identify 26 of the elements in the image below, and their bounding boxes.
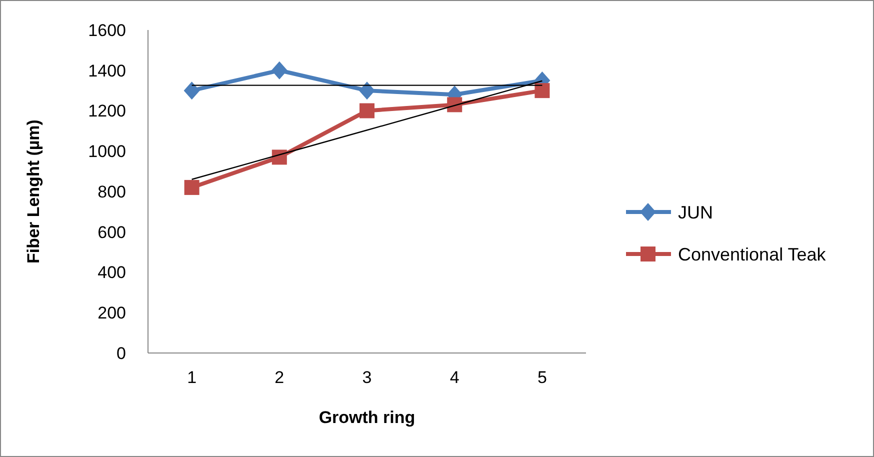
x-tick-label: 3 — [362, 368, 372, 387]
point — [534, 83, 550, 98]
x-tick-label: 2 — [274, 368, 284, 387]
legend-label: Conventional Teak — [678, 244, 827, 264]
x-tick-label: 1 — [187, 368, 197, 387]
point — [272, 150, 287, 165]
point — [447, 97, 462, 112]
y-tick-label: 0 — [116, 344, 126, 363]
y-tick-label: 400 — [98, 263, 126, 282]
y-axis-title: Fiber Lenght (µm) — [24, 120, 43, 264]
point — [184, 180, 200, 195]
y-tick-label: 200 — [98, 304, 126, 323]
y-tick-label: 1000 — [88, 142, 126, 162]
legend-label: JUN — [678, 202, 713, 222]
y-tick-label: 800 — [98, 182, 126, 202]
x-tick-label: 4 — [450, 368, 460, 387]
x-tick-label: 5 — [537, 368, 547, 387]
y-tick-label: 600 — [98, 222, 126, 242]
point — [271, 61, 288, 80]
point — [360, 103, 374, 118]
y-tick-label: 1400 — [88, 61, 126, 80]
point — [184, 82, 200, 100]
x-axis-title: Growth ring — [318, 408, 416, 427]
point — [359, 82, 375, 100]
y-tick-label: 1600 — [88, 20, 126, 40]
y-tick-label: 1200 — [88, 102, 126, 121]
